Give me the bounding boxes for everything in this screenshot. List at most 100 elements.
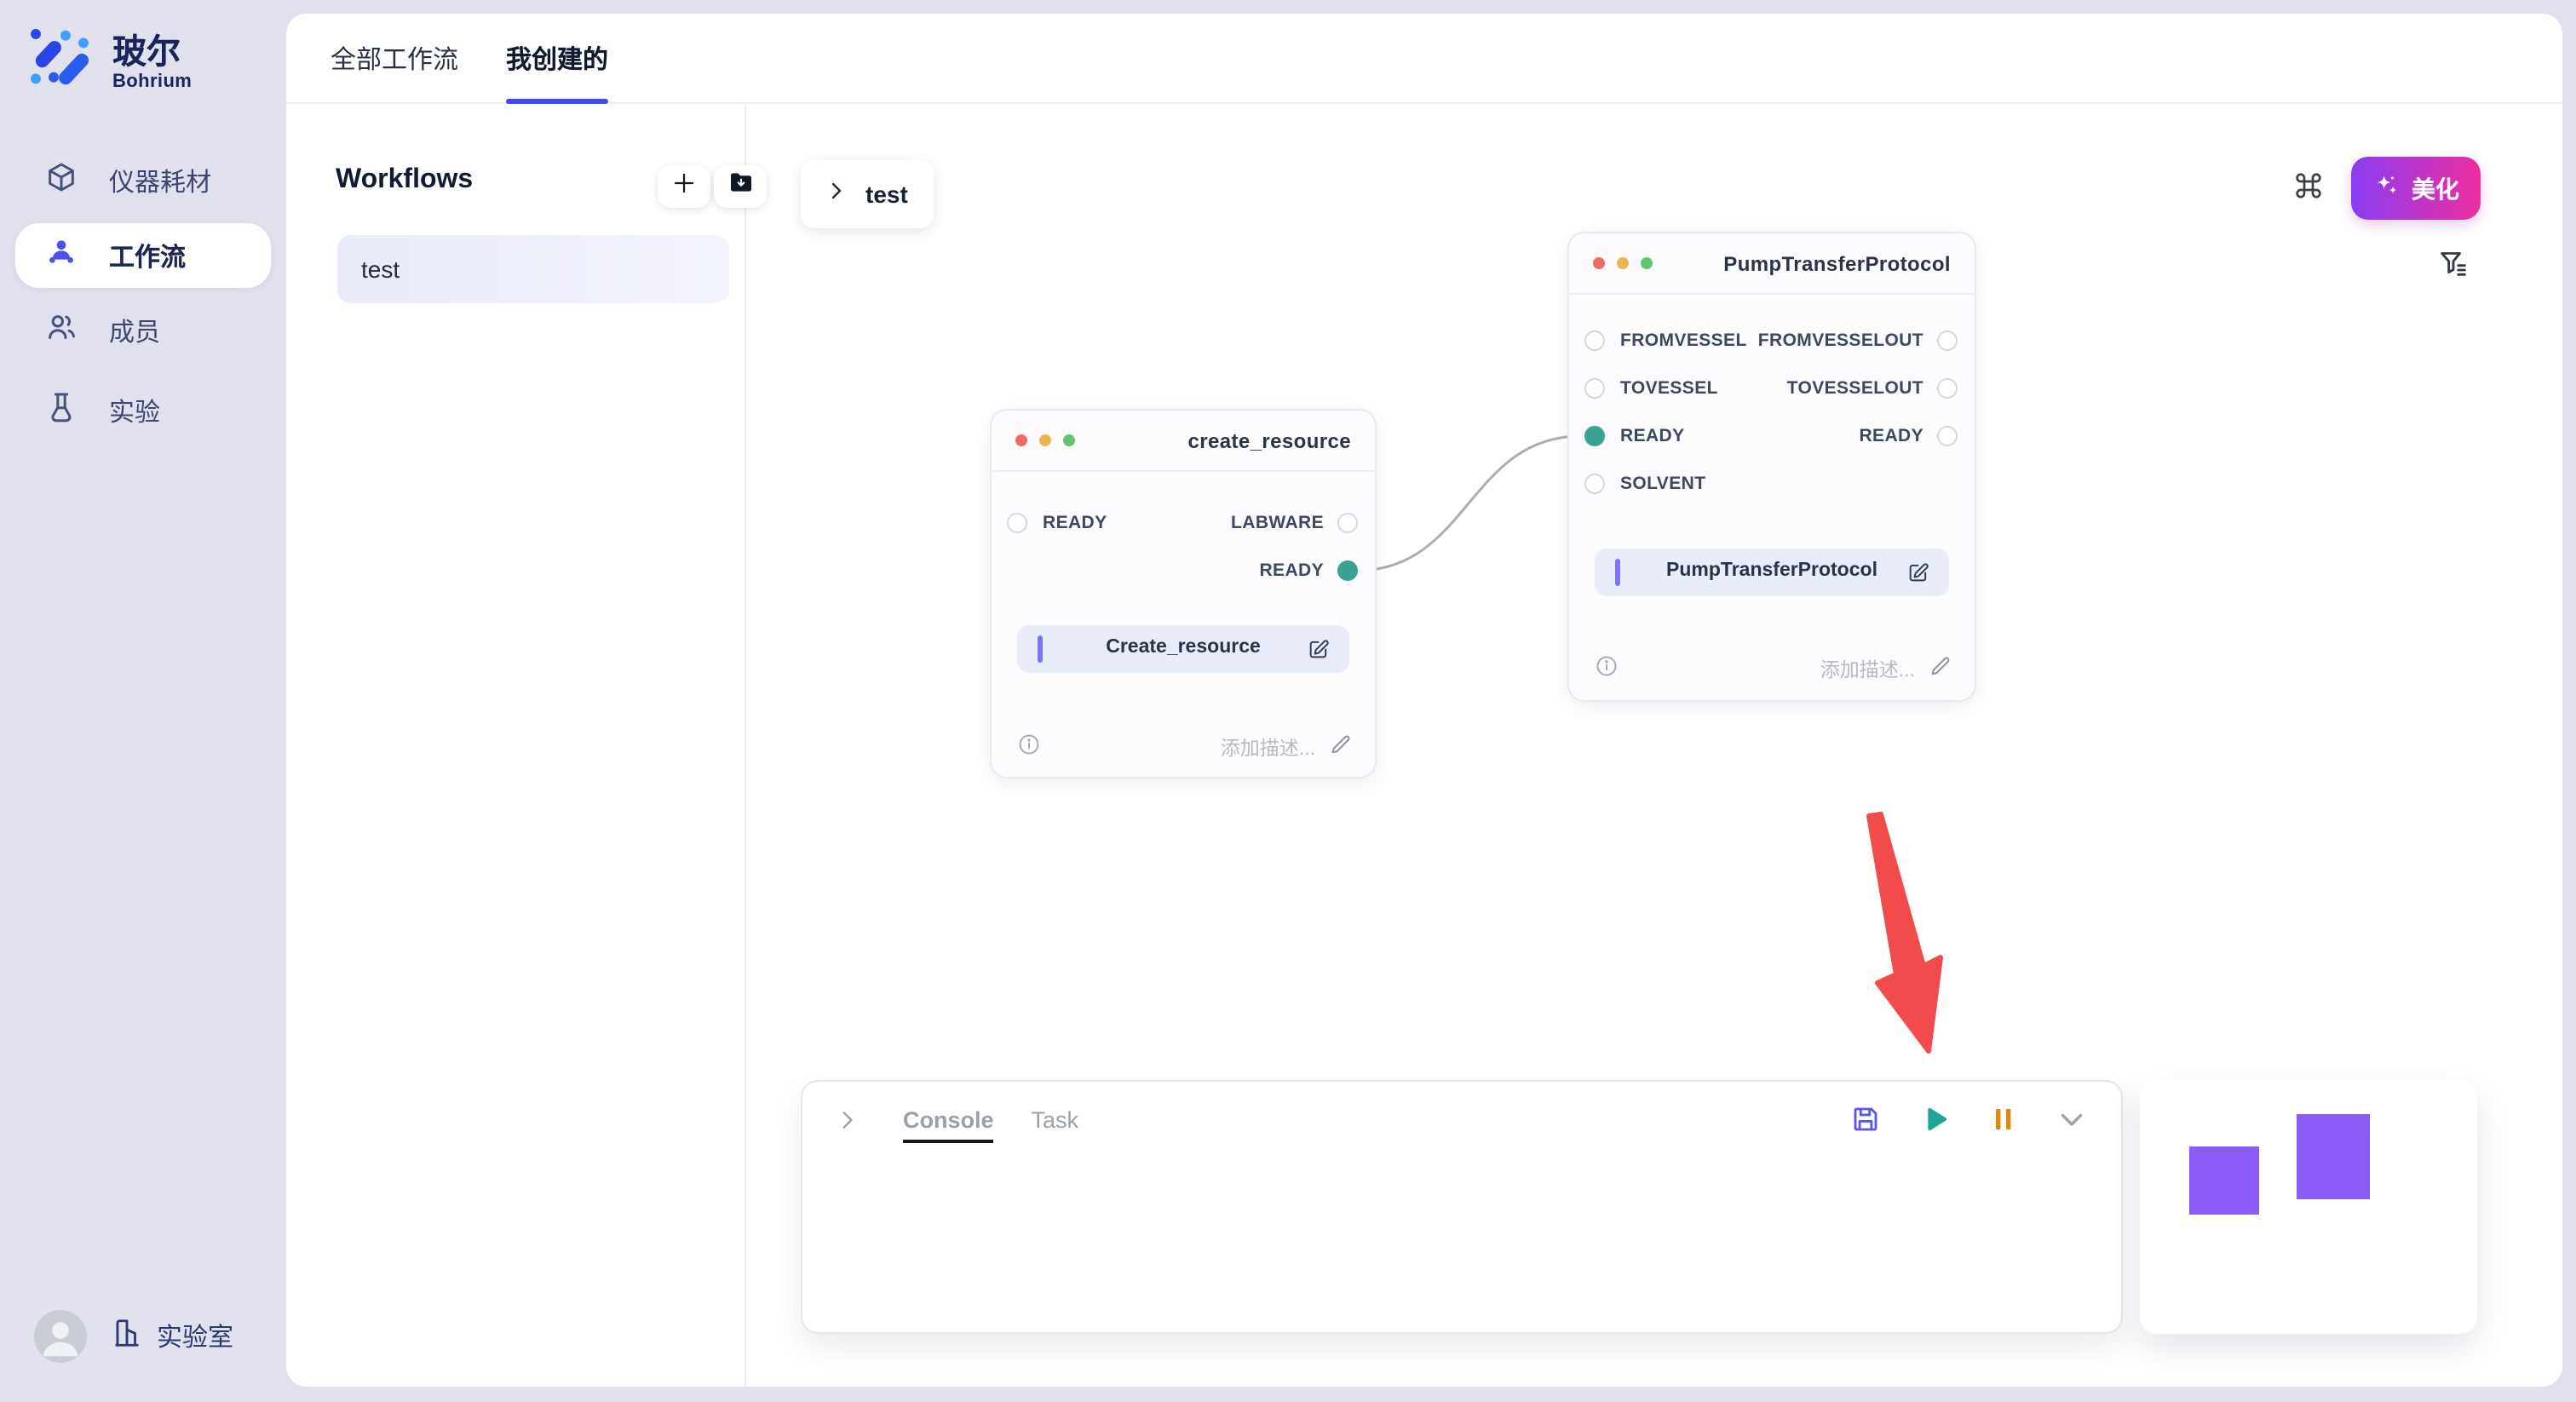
port-input-solvent[interactable] — [1584, 474, 1605, 494]
members-icon — [44, 310, 78, 351]
command-icon — [2291, 168, 2326, 210]
port-label: READY — [1620, 426, 1685, 446]
run-play-icon[interactable] — [1920, 1104, 1951, 1135]
node-action-pill[interactable]: PumpTransferProtocol — [1595, 549, 1949, 596]
pause-icon[interactable] — [1990, 1104, 2017, 1135]
node-title: create_resource — [1187, 429, 1351, 453]
chevron-down-icon[interactable] — [2056, 1104, 2087, 1135]
port-input-ready[interactable] — [1584, 426, 1605, 446]
edit-icon[interactable] — [1307, 637, 1331, 669]
pencil-icon[interactable] — [1329, 733, 1353, 765]
test-tube-icon — [44, 390, 78, 431]
edit-icon[interactable] — [1906, 560, 1930, 593]
add-workflow-button[interactable] — [658, 165, 710, 208]
port-output-ready[interactable] — [1337, 560, 1358, 581]
plus-icon — [671, 170, 697, 204]
minimap-node-block — [2297, 1114, 2370, 1199]
beautify-button[interactable]: 美化 — [2351, 157, 2481, 220]
workspace-switcher[interactable]: 实验室 — [111, 1317, 233, 1356]
port-label: LABWARE — [1231, 513, 1324, 533]
info-icon[interactable] — [1595, 654, 1619, 687]
workflow-canvas[interactable]: test 美化 — [746, 104, 2562, 1387]
breadcrumb[interactable]: test — [801, 160, 934, 228]
edge-connection — [1355, 434, 1582, 572]
logo-title: 玻尔 — [112, 33, 181, 71]
sidebar-item-label: 成员 — [109, 318, 161, 347]
chevron-right-icon — [826, 179, 847, 210]
info-icon[interactable] — [1017, 733, 1041, 765]
sidebar-item-label: 实验 — [109, 398, 161, 427]
workflow-list-panel: Workflows — [286, 104, 767, 1387]
pill-accent-bar — [1038, 635, 1043, 663]
tab-all-workflows[interactable]: 全部工作流 — [331, 45, 459, 74]
sparkles-icon — [2372, 172, 2400, 204]
panel-title: Workflows — [336, 165, 474, 194]
description-placeholder[interactable]: 添加描述... — [1220, 739, 1315, 760]
description-placeholder[interactable]: 添加描述... — [1820, 661, 1915, 681]
port-output-ready[interactable] — [1937, 426, 1958, 446]
node-footer: 添加描述... — [1595, 652, 1952, 683]
tab-created-by-me[interactable]: 我创建的 — [506, 13, 609, 103]
avatar[interactable] — [34, 1310, 87, 1363]
breadcrumb-label: test — [865, 181, 908, 208]
pencil-icon[interactable] — [1929, 654, 1952, 687]
port-output-labware[interactable] — [1337, 513, 1358, 533]
workflow-icon — [44, 235, 78, 276]
console-tab[interactable]: Console — [903, 1106, 995, 1142]
port-label: TOVESSELOUT — [1786, 378, 1923, 399]
sidebar-item-label: 仪器耗材 — [109, 168, 212, 197]
node-header: create_resource — [992, 411, 1375, 472]
content-panel: 全部工作流 我创建的 Workflows — [286, 14, 2562, 1387]
bohrium-logo-icon — [24, 22, 95, 102]
node-title: PumpTransferProtocol — [1723, 252, 1951, 276]
port-input-tovessel[interactable] — [1584, 378, 1605, 399]
traffic-dots-icon — [1015, 434, 1075, 446]
annotation-arrow — [1866, 812, 1943, 1054]
save-icon[interactable] — [1850, 1104, 1881, 1135]
task-tab[interactable]: Task — [1031, 1106, 1079, 1132]
sidebar: 玻尔 Bohrium 仪器耗材 — [0, 0, 286, 1402]
console-header: Console Task — [802, 1082, 2121, 1157]
workflow-list-item[interactable]: test — [337, 235, 729, 303]
port-input-ready[interactable] — [1007, 513, 1027, 533]
port-label: READY — [1859, 426, 1923, 446]
sidebar-footer: 实验室 — [34, 1310, 233, 1363]
pill-label: Create_resource — [1106, 637, 1261, 658]
workflow-panel-header: Workflows — [336, 165, 767, 210]
folder-download-icon — [727, 169, 754, 204]
node-pump-transfer-protocol[interactable]: PumpTransferProtocol FROMVESSEL FROMVESS… — [1567, 232, 1976, 702]
port-label: SOLVENT — [1620, 474, 1706, 494]
pill-accent-bar — [1615, 559, 1620, 586]
port-label: READY — [1259, 560, 1324, 581]
logo[interactable]: 玻尔 Bohrium — [24, 22, 192, 102]
sidebar-item-label: 工作流 — [109, 243, 187, 272]
node-header: PumpTransferProtocol — [1569, 233, 1975, 295]
sidebar-item-experiments[interactable]: 实验 — [0, 373, 286, 448]
port-input-fromvessel[interactable] — [1584, 330, 1605, 351]
traffic-dots-icon — [1593, 257, 1653, 269]
building-icon — [111, 1317, 143, 1356]
beautify-label: 美化 — [2412, 175, 2459, 202]
collapse-chevron-icon[interactable] — [837, 1108, 859, 1130]
sidebar-item-members[interactable]: 成员 — [0, 293, 286, 368]
port-label: FROMVESSEL — [1620, 330, 1747, 351]
sidebar-item-instruments[interactable]: 仪器耗材 — [0, 143, 286, 218]
port-label: TOVESSEL — [1620, 378, 1718, 399]
node-action-pill[interactable]: Create_resource — [1017, 625, 1349, 673]
sidebar-nav: 仪器耗材 工作流 — [0, 143, 286, 448]
workspace-label: 实验室 — [157, 1324, 234, 1353]
sidebar-item-workflows[interactable]: 工作流 — [15, 223, 271, 288]
logo-subtitle: Bohrium — [112, 71, 193, 91]
command-palette-button[interactable] — [2288, 169, 2329, 210]
port-output-tovesselout[interactable] — [1937, 378, 1958, 399]
import-folder-button[interactable] — [714, 165, 767, 208]
pill-label: PumpTransferProtocol — [1666, 560, 1877, 581]
port-label: READY — [1043, 513, 1107, 533]
node-footer: 添加描述... — [1017, 731, 1353, 761]
minimap[interactable] — [2140, 1080, 2477, 1334]
node-create-resource[interactable]: create_resource READY LABWARE READY Crea… — [990, 409, 1377, 779]
filter-icon[interactable] — [2436, 247, 2470, 281]
box-icon — [44, 160, 78, 201]
port-output-fromvesselout[interactable] — [1937, 330, 1958, 351]
